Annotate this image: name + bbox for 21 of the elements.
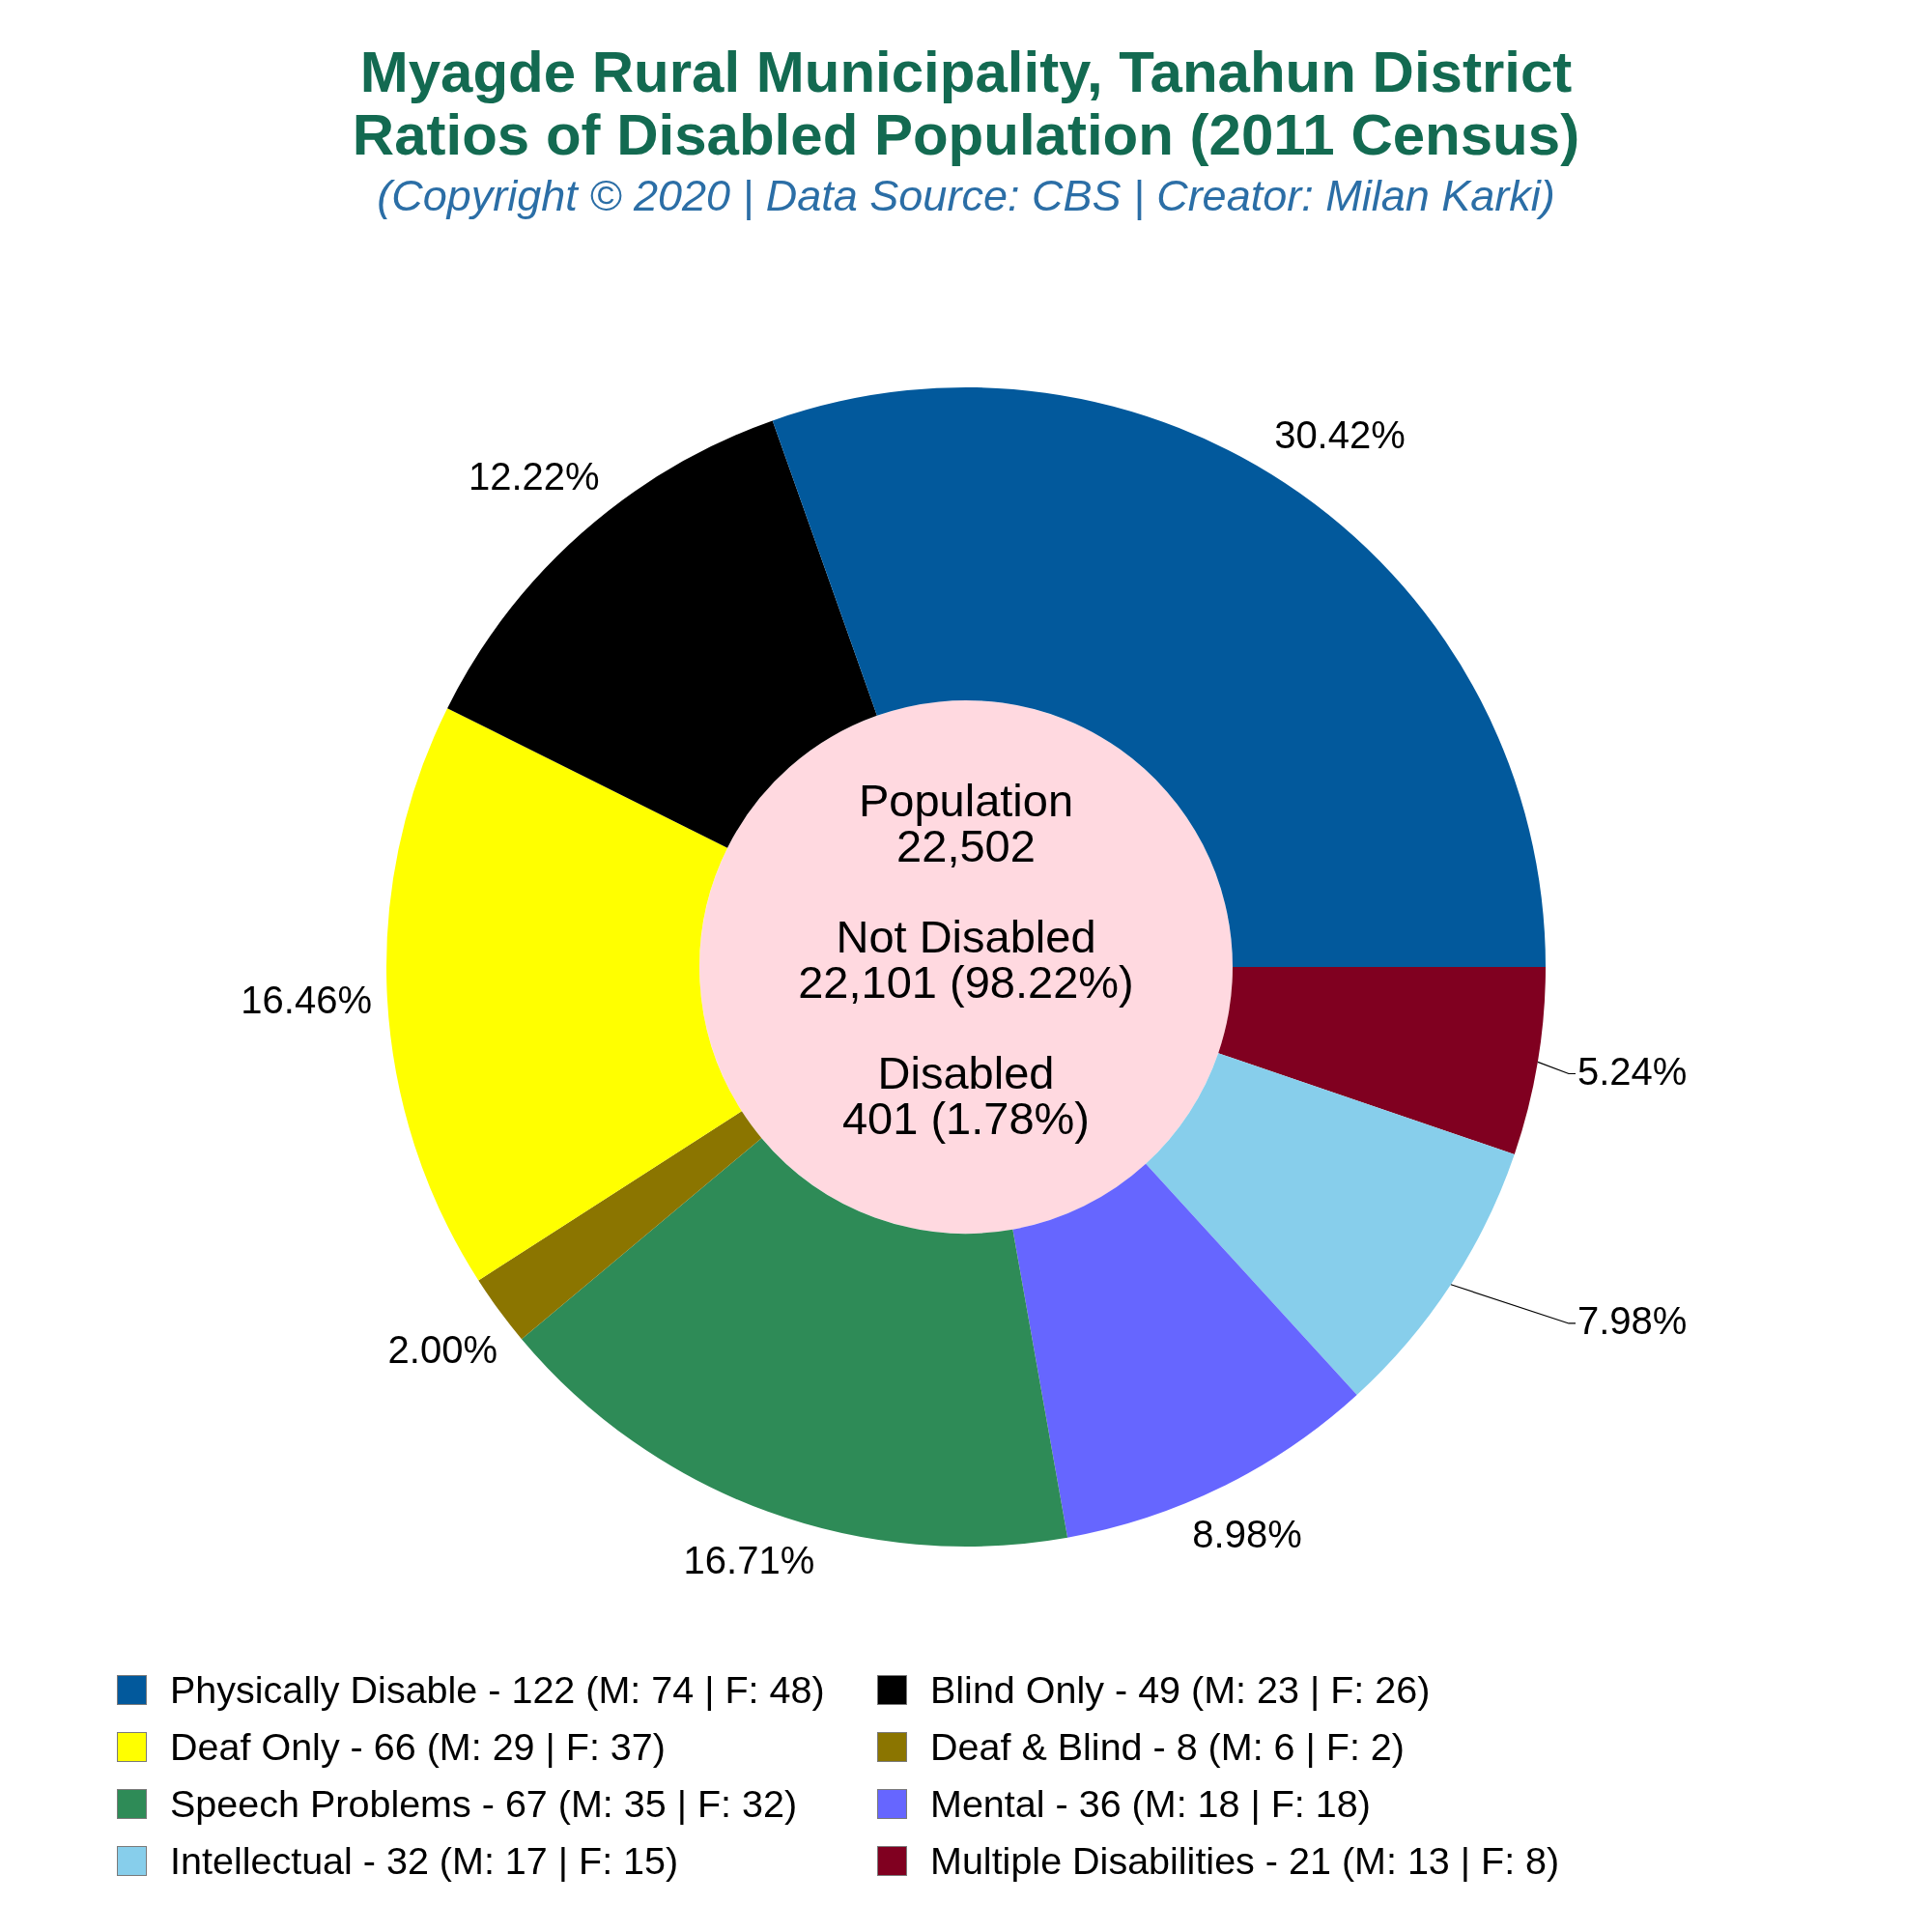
legend-label: Multiple Disabilities - 21 (M: 13 | F: 8) xyxy=(930,1839,1560,1883)
data-label: 16.46% xyxy=(241,979,373,1022)
data-label: 7.98% xyxy=(1577,1299,1688,1342)
data-label: 30.42% xyxy=(1274,413,1406,457)
text: Disabled 401 (1.78%) xyxy=(841,1047,1091,1144)
chart-title: Myagde Rural Municipality, Tanahun District Ratios of Disabled Population (2011 Census) xyxy=(351,40,1581,167)
chart-subtitle: (Copyright © 2020 | Data Source: CBS | Creator: Milan Karki) xyxy=(376,171,1556,221)
legend-label: Physically Disable - 122 (M: 74 | F: 48) xyxy=(170,1668,825,1712)
data-label: 2.00% xyxy=(387,1327,497,1371)
legend-label: Speech Problems - 67 (M: 35 | F: 32) xyxy=(170,1782,798,1826)
legend-label: Deaf Only - 66 (M: 29 | F: 37) xyxy=(170,1725,666,1769)
data-label: 5.24% xyxy=(1577,1049,1688,1093)
legend-label: Deaf & Blind - 8 (M: 6 | F: 2) xyxy=(930,1725,1405,1769)
text: Not Disabled 22,101 (98.22%) xyxy=(798,911,1134,1008)
legend-label: Intellectual - 32 (M: 17 | F: 15) xyxy=(170,1839,679,1883)
data-label: 12.22% xyxy=(468,454,600,497)
data-label: 16.71% xyxy=(683,1539,815,1582)
data-label: 8.98% xyxy=(1192,1513,1302,1556)
text: Population 22,502 xyxy=(858,775,1074,871)
legend-label: Mental - 36 (M: 18 | F: 18) xyxy=(930,1782,1371,1826)
legend-label: Blind Only - 49 (M: 23 | F: 26) xyxy=(930,1668,1431,1712)
